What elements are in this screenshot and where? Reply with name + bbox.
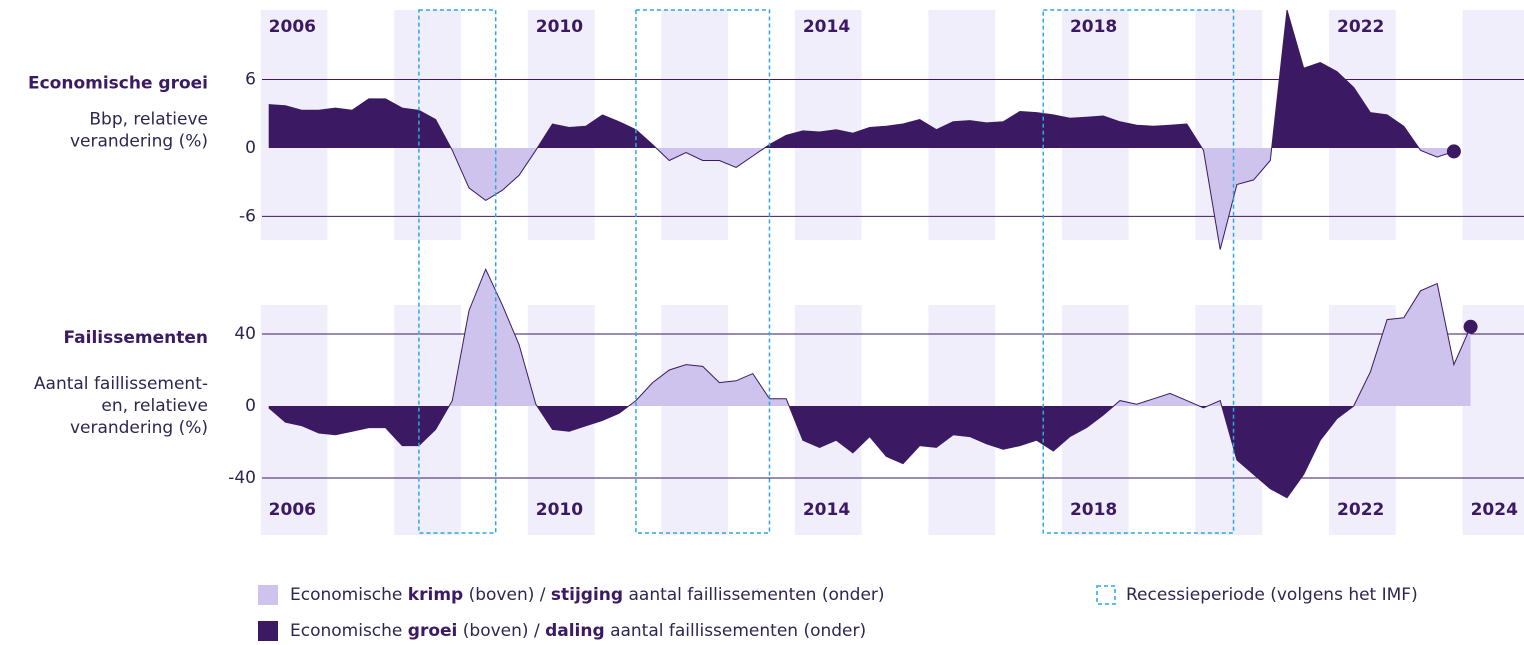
year-stripe	[1462, 10, 1524, 240]
end-marker	[1446, 144, 1461, 159]
panel-subtitle: Bbp, relatieve	[89, 110, 208, 130]
y-tick-label: 6	[245, 70, 256, 90]
y-tick-label: -40	[228, 468, 256, 488]
x-tick-label: 2006	[269, 500, 316, 520]
line	[268, 9, 1455, 250]
x-tick-label: 2022	[1337, 17, 1384, 37]
panel-subtitle: verandering (%)	[70, 418, 208, 438]
recession-box	[635, 9, 771, 534]
year-stripe	[661, 305, 729, 535]
panel-subtitle: en, relatieve	[101, 396, 208, 416]
legend-text-part: krimp	[408, 585, 463, 605]
legend-text-part: Economische	[290, 621, 408, 641]
legend-text-part: aantal faillissementen (onder)	[623, 585, 884, 605]
area-positive	[268, 269, 1471, 406]
legend-text-part: (boven) /	[457, 621, 545, 641]
y-tick-label: 0	[245, 396, 256, 416]
legend-label: Economische krimp (boven) / stijging aan…	[290, 585, 885, 605]
x-tick-label: 2018	[1070, 17, 1117, 37]
area-positive	[268, 10, 1454, 148]
legend-text-part: stijging	[551, 585, 623, 605]
legend-label: Economische groei (boven) / daling aanta…	[290, 621, 866, 641]
legend-label: Recessieperiode (volgens het IMF)	[1126, 585, 1418, 605]
panel-subtitle: Aantal faillissement-	[34, 374, 208, 394]
recession-box	[1042, 9, 1235, 534]
legend-text-part: (boven) /	[463, 585, 551, 605]
x-tick-label: 2024	[1471, 500, 1518, 520]
year-stripe	[794, 10, 862, 240]
year-stripe	[1462, 305, 1524, 535]
x-tick-label: 2022	[1337, 500, 1384, 520]
legend-swatch	[258, 621, 278, 641]
legend-text-part: aantal faillissementen (onder)	[605, 621, 866, 641]
x-tick-label: 2018	[1070, 500, 1117, 520]
panel-title: Failissementen	[64, 328, 208, 348]
x-tick-label: 2014	[803, 17, 850, 37]
legend-text-part: Economische	[290, 585, 408, 605]
recession-box	[418, 9, 497, 534]
line	[268, 267, 1472, 499]
y-tick-label: -6	[239, 206, 256, 226]
year-stripe	[527, 10, 595, 240]
end-marker	[1463, 319, 1478, 334]
legend-text-part: groei	[408, 621, 458, 641]
year-stripe	[661, 10, 729, 240]
legend-text-part: daling	[545, 621, 605, 641]
panel-subtitle: verandering (%)	[70, 132, 208, 152]
x-tick-label: 2006	[269, 17, 316, 37]
y-tick-label: 0	[245, 138, 256, 158]
x-tick-label: 2010	[536, 17, 583, 37]
legend-swatch	[258, 585, 278, 605]
x-tick-label: 2010	[536, 500, 583, 520]
panel-title: Economische groei	[28, 74, 208, 94]
x-tick-label: 2014	[803, 500, 850, 520]
area-negative	[268, 405, 1354, 498]
y-tick-label: 40	[234, 324, 256, 344]
legend-swatch	[1096, 585, 1116, 605]
